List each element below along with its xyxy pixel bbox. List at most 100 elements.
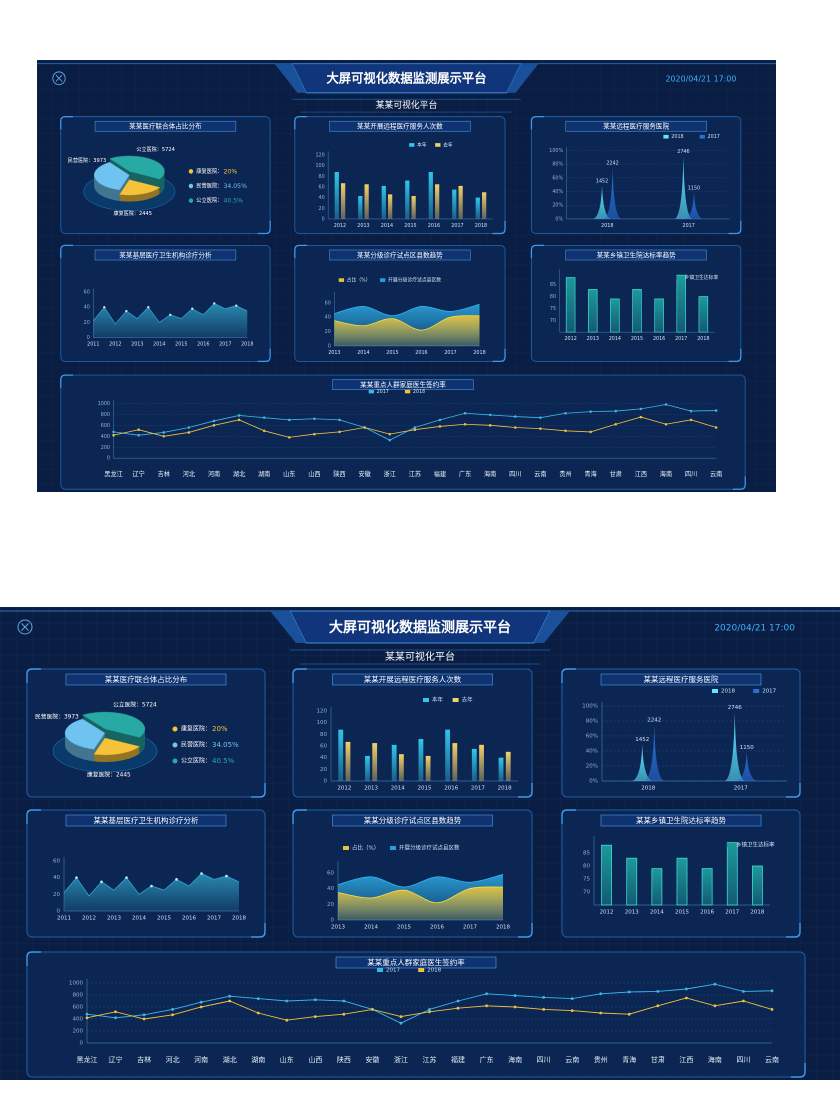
point [262, 416, 266, 419]
dashboard-preview: 大屏可视化数据监测展示平台 2020/04/21 17:00 某某可视化平台某某医疗… [37, 60, 776, 492]
x-tick-label: 2014 [650, 910, 664, 916]
y-tick-label: 80% [586, 719, 598, 725]
legend-value: 34.05% [224, 183, 247, 190]
bar [676, 857, 688, 906]
point [125, 309, 128, 313]
point [542, 1008, 546, 1011]
panel-corner [60, 244, 271, 363]
panel-title: 某某重点人群家庭医生签约率 [360, 380, 446, 389]
x-tick-label: 2018 [496, 925, 510, 931]
y-tick-label: 40 [319, 195, 325, 201]
y-tick-label: 60 [320, 744, 327, 750]
x-tick-label: 吉林 [158, 469, 171, 478]
point [213, 302, 216, 305]
x-tick-label: 2012 [600, 910, 614, 916]
point [388, 432, 391, 436]
point [338, 430, 341, 434]
x-tick-label: 江苏 [409, 469, 421, 478]
legend-label: 2018 [427, 968, 441, 974]
point [714, 409, 718, 412]
x-tick-label: 河北 [183, 470, 196, 478]
legend-swatch [423, 698, 429, 702]
legend-swatch [712, 689, 718, 693]
spike [603, 167, 622, 219]
y-tick-label: 800 [73, 993, 84, 999]
point [235, 304, 238, 307]
x-tick-label: 黑龙江 [104, 469, 123, 478]
header-bar-wing [274, 63, 307, 93]
x-tick-label: 湖南 [251, 1055, 265, 1064]
x-tick-label: 山东 [283, 469, 295, 478]
point [664, 422, 668, 426]
point [656, 1004, 660, 1008]
panel-corner [26, 809, 266, 938]
count-label: 公立医院：5724 [113, 701, 157, 709]
x-tick-label: 河北 [166, 1056, 180, 1064]
x-tick-label: 2015 [175, 341, 187, 347]
point [514, 415, 517, 418]
panel-title: 某某乡镇卫生院达标率趋势 [636, 815, 726, 825]
legend-label: 公立医院： [181, 757, 211, 765]
x-tick-label: 2014 [391, 786, 405, 792]
x-tick-label: 四川 [736, 1056, 750, 1064]
legend-label: 2018 [721, 689, 735, 695]
point [288, 418, 291, 422]
x-tick-label: 2014 [132, 916, 146, 922]
legend-value: 40.5% [212, 757, 235, 765]
point [75, 876, 78, 879]
bar [475, 197, 480, 219]
bar [428, 172, 433, 219]
x-tick-label: 贵州 [559, 469, 571, 478]
y-tick-label: 40 [325, 315, 331, 321]
point [237, 418, 241, 422]
point [256, 997, 260, 1000]
y-tick-label: 40 [320, 755, 327, 761]
x-tick-label: 湖北 [233, 469, 246, 478]
point [169, 313, 172, 317]
x-tick-label: 2011 [57, 916, 71, 922]
x-tick-label: 2017 [725, 910, 739, 916]
point [599, 1011, 603, 1015]
panel-title-box [65, 814, 227, 827]
bar [701, 868, 713, 906]
y-tick-label: 40 [84, 305, 90, 311]
bar [698, 296, 709, 333]
legend-value: 20% [224, 168, 238, 175]
bar [498, 757, 504, 781]
x-tick-label: 海南 [484, 469, 496, 478]
y-tick-label: 1000 [69, 981, 83, 987]
point [125, 876, 128, 879]
point [85, 1016, 89, 1020]
x-tick-label: 河南 [194, 1055, 208, 1064]
x-tick-label: 2013 [364, 786, 378, 792]
spike [674, 156, 693, 219]
y-tick-label: 75 [550, 306, 556, 312]
panel-corner [292, 668, 533, 798]
point [363, 426, 366, 429]
point [539, 427, 542, 430]
area [64, 873, 239, 911]
y-tick-label: 40 [53, 875, 60, 881]
bar [425, 755, 431, 781]
point [112, 433, 115, 437]
bar [632, 289, 642, 333]
x-tick-label: 吉林 [137, 1055, 151, 1064]
point [714, 426, 718, 429]
panel-title-box [94, 249, 237, 261]
panel-title: 某某医疗联合体占比分布 [105, 674, 188, 684]
legend-label: 2018 [413, 389, 425, 395]
panel-corner [26, 951, 806, 1078]
y-tick-label: 80% [552, 162, 563, 168]
legend-label: 占比（%） [347, 277, 371, 284]
point [485, 1004, 488, 1008]
panel-title: 某某分级诊疗试点区县数趋势 [357, 250, 443, 259]
x-tick-label: 甘肃 [610, 469, 622, 478]
area [334, 315, 480, 346]
y-tick-label: 60 [327, 870, 334, 876]
panel: 某某分级诊疗试点区县数趋势 0 20 40 60 2013 2014 2015 2016 2017… [292, 809, 533, 938]
bar [654, 298, 664, 333]
x-tick-label: 云南 [765, 1055, 779, 1064]
point [463, 422, 467, 426]
y-tick-label: 100% [582, 704, 598, 710]
legend-label: 康复医院： [181, 725, 211, 733]
